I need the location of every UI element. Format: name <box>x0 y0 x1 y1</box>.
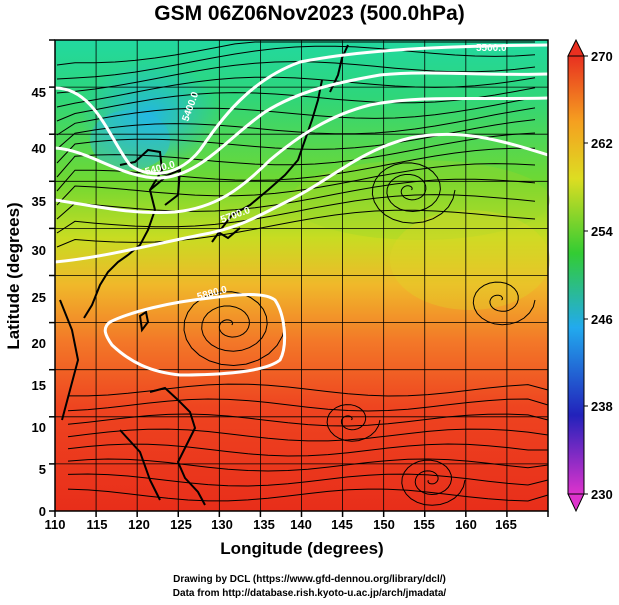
x-axis-title: Longitude (degrees) <box>220 539 383 558</box>
y-tick-label: 30 <box>32 243 46 258</box>
x-tick-label: 145 <box>331 517 353 532</box>
y-tick-label: 5 <box>39 462 46 477</box>
y-tick-label: 15 <box>32 378 46 393</box>
streamline <box>56 163 536 206</box>
x-axis-tick-labels: 110 115 120 125 130 135 140 145 150 155 … <box>45 517 517 532</box>
streamline <box>401 459 466 506</box>
streamline <box>67 443 548 457</box>
streamline <box>56 132 536 178</box>
streamline <box>56 119 536 164</box>
colorbar: 270 262 254 246 238 230 <box>567 38 613 513</box>
coastline <box>59 44 349 506</box>
streamline <box>56 147 535 192</box>
colorbar-tick-label: 254 <box>591 224 613 239</box>
y-tick-label: 10 <box>32 420 46 435</box>
streamline <box>183 291 286 367</box>
x-tick-label: 135 <box>253 517 275 532</box>
x-tick-label: 160 <box>455 517 477 532</box>
y-tick-label: 45 <box>32 85 46 100</box>
streamline <box>67 398 549 412</box>
x-tick-label: 155 <box>413 517 435 532</box>
streamline <box>68 383 549 397</box>
streamline <box>371 162 456 224</box>
streamline <box>56 209 536 248</box>
contour-label: 5500.0 <box>476 43 507 54</box>
streamline <box>56 41 535 66</box>
colorbar-tick-label: 230 <box>591 487 613 502</box>
colorbar-gradient <box>567 55 585 495</box>
x-tick-label: 115 <box>87 517 108 532</box>
colorbar-tick-label: 262 <box>591 136 613 151</box>
x-tick-label: 140 <box>290 517 312 532</box>
streamline <box>67 428 549 442</box>
x-tick-label: 130 <box>211 517 233 532</box>
y-tick-label: 0 <box>39 504 46 519</box>
streamline <box>67 488 549 502</box>
y-axis-title: Latitude (degrees) <box>4 202 23 349</box>
y-axis-tick-labels: 0 5 10 15 20 25 30 35 40 45 <box>32 85 46 519</box>
streamline <box>472 281 536 326</box>
colorbar-top-arrow <box>567 38 585 57</box>
streamline <box>326 404 381 442</box>
x-tick-label: 150 <box>373 517 395 532</box>
streamline <box>56 107 536 150</box>
x-tick-label: 120 <box>128 517 150 532</box>
streamline <box>67 458 549 472</box>
map-title: GSM 06Z06Nov2023 (500.0hPa) <box>154 2 465 25</box>
streamline <box>67 413 549 427</box>
y-tick-label: 25 <box>32 290 46 305</box>
y-tick-label: 40 <box>32 141 46 156</box>
streamline <box>56 194 536 234</box>
colorbar-tick-label: 238 <box>591 399 613 414</box>
streamline <box>56 97 536 136</box>
x-tick-label: 125 <box>170 517 192 532</box>
axis-ticks <box>49 39 549 517</box>
colorbar-tick-label: 270 <box>591 49 613 64</box>
y-tick-label: 35 <box>32 194 46 209</box>
x-tick-label: 165 <box>495 517 517 532</box>
streamline <box>56 61 536 94</box>
streamline <box>67 473 549 487</box>
streamline <box>56 45 536 80</box>
credit-data: Data from http://database.rish.kyoto-u.a… <box>172 588 447 599</box>
height-contours <box>54 43 549 377</box>
y-tick-label: 20 <box>32 336 46 351</box>
streamline <box>56 76 536 108</box>
colorbar-bottom-arrow <box>567 493 585 513</box>
grid-lines <box>55 40 548 511</box>
colorbar-tick-label: 246 <box>591 312 613 327</box>
x-tick-label: 110 <box>45 517 66 532</box>
credit-drawing: Drawing by DCL (https://www.gfd-dennou.o… <box>173 574 446 585</box>
streamline <box>56 178 536 220</box>
